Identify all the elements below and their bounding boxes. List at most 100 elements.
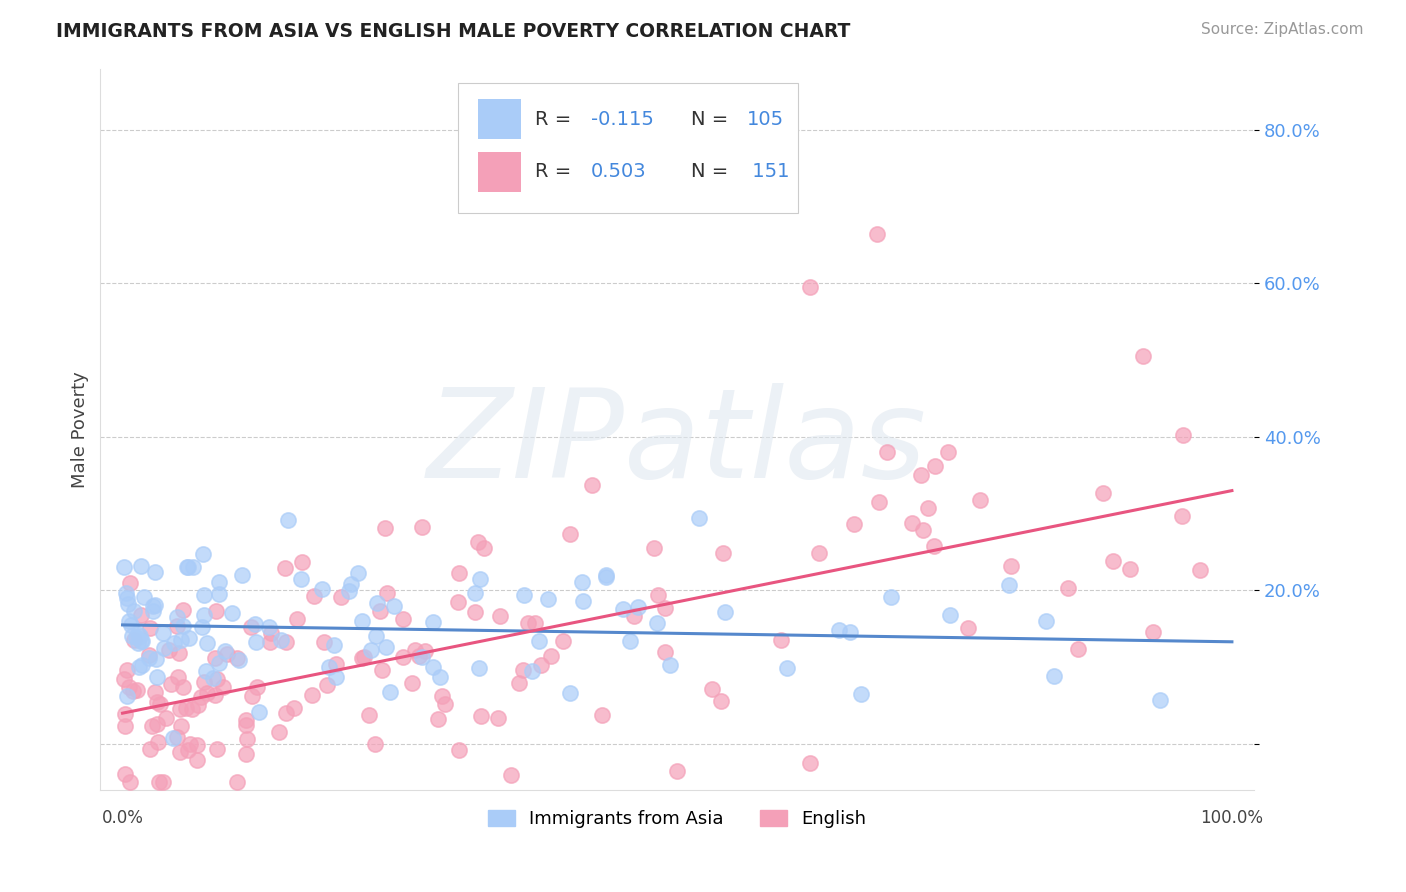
Point bbox=[364, 629, 387, 643]
Point bbox=[619, 634, 641, 648]
Point bbox=[142, 604, 165, 618]
Point bbox=[969, 493, 991, 508]
Point bbox=[231, 568, 253, 582]
Point bbox=[191, 620, 214, 634]
Point bbox=[214, 644, 236, 658]
Point bbox=[560, 527, 582, 541]
Point bbox=[204, 689, 226, 703]
Point bbox=[205, 604, 228, 618]
Point bbox=[128, 660, 150, 674]
Point bbox=[195, 686, 218, 700]
Point bbox=[1091, 486, 1114, 500]
Point bbox=[1000, 559, 1022, 574]
Point bbox=[114, 706, 136, 721]
Point bbox=[924, 459, 946, 474]
Point bbox=[302, 590, 325, 604]
Point bbox=[828, 623, 851, 637]
Point bbox=[486, 711, 509, 725]
Point bbox=[177, 743, 200, 757]
Point bbox=[129, 629, 152, 643]
Point bbox=[464, 605, 486, 619]
Point bbox=[186, 753, 208, 767]
Point bbox=[301, 688, 323, 702]
Point bbox=[167, 670, 190, 684]
Point bbox=[527, 634, 550, 648]
Point bbox=[517, 615, 540, 630]
Point bbox=[688, 511, 710, 525]
Point bbox=[700, 682, 723, 697]
Point bbox=[429, 670, 451, 684]
Point bbox=[148, 735, 170, 749]
Point bbox=[468, 572, 491, 586]
Point bbox=[643, 541, 665, 556]
Point bbox=[195, 636, 218, 650]
Point bbox=[277, 513, 299, 527]
Point bbox=[799, 756, 821, 770]
Point bbox=[520, 665, 543, 679]
Point bbox=[236, 731, 259, 746]
Point bbox=[472, 541, 495, 556]
Point bbox=[112, 673, 135, 687]
Point bbox=[571, 594, 593, 608]
Point bbox=[401, 675, 423, 690]
Point bbox=[125, 630, 148, 644]
Point bbox=[391, 612, 413, 626]
Point bbox=[957, 621, 980, 635]
Point bbox=[623, 609, 645, 624]
Point bbox=[193, 674, 215, 689]
Point bbox=[413, 644, 436, 658]
Point bbox=[404, 643, 426, 657]
Point bbox=[513, 588, 536, 602]
Point bbox=[152, 625, 174, 640]
Point bbox=[181, 702, 204, 716]
Point bbox=[208, 656, 231, 670]
Point bbox=[127, 636, 149, 650]
Point bbox=[235, 747, 257, 761]
Point bbox=[138, 742, 160, 756]
Point bbox=[143, 565, 166, 579]
Point bbox=[114, 719, 136, 733]
Point bbox=[316, 677, 339, 691]
Point bbox=[529, 657, 551, 672]
Point bbox=[868, 495, 890, 509]
Point bbox=[131, 608, 153, 623]
Point bbox=[169, 702, 191, 716]
Point bbox=[368, 604, 391, 618]
Point bbox=[1171, 508, 1194, 523]
FancyBboxPatch shape bbox=[478, 99, 522, 139]
Text: R =: R = bbox=[536, 162, 578, 181]
Point bbox=[714, 605, 737, 619]
Point bbox=[876, 445, 898, 459]
Point bbox=[408, 648, 430, 663]
Point bbox=[467, 534, 489, 549]
Point bbox=[290, 572, 312, 586]
Point bbox=[357, 708, 380, 723]
Point bbox=[114, 585, 136, 599]
Point bbox=[411, 650, 433, 665]
Point bbox=[166, 619, 188, 633]
Point bbox=[176, 559, 198, 574]
Point bbox=[166, 609, 188, 624]
Point bbox=[202, 671, 225, 685]
Point bbox=[571, 574, 593, 589]
Point bbox=[468, 661, 491, 675]
Point bbox=[138, 651, 160, 665]
Point bbox=[235, 713, 257, 727]
Text: IMMIGRANTS FROM ASIA VS ENGLISH MALE POVERTY CORRELATION CHART: IMMIGRANTS FROM ASIA VS ENGLISH MALE POV… bbox=[56, 22, 851, 41]
Point bbox=[270, 633, 292, 648]
Point bbox=[172, 619, 194, 633]
Point bbox=[138, 621, 160, 635]
Point bbox=[221, 607, 243, 621]
Point bbox=[647, 588, 669, 602]
Point bbox=[163, 636, 186, 650]
Point bbox=[924, 539, 946, 553]
Point bbox=[540, 648, 562, 663]
Point bbox=[449, 743, 471, 757]
Point bbox=[350, 651, 373, 665]
Text: -0.115: -0.115 bbox=[591, 110, 654, 128]
Point bbox=[998, 578, 1021, 592]
Point bbox=[512, 663, 534, 677]
Point bbox=[591, 707, 613, 722]
Point bbox=[131, 633, 153, 648]
Point bbox=[122, 604, 145, 618]
